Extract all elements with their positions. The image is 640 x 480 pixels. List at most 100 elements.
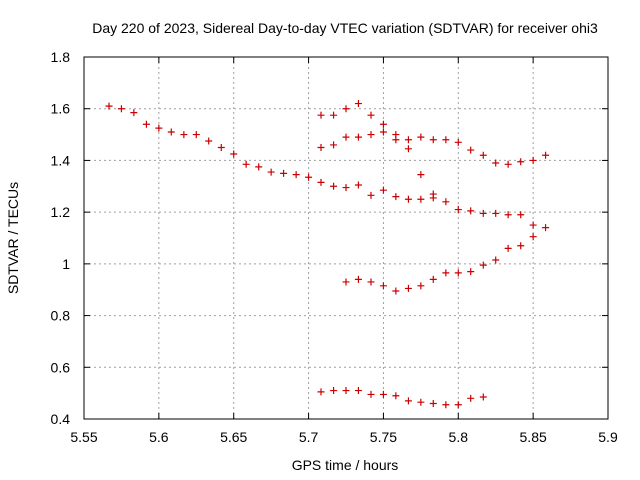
data-point <box>429 399 437 407</box>
y-tick-label: 0.6 <box>51 359 71 375</box>
data-point <box>342 184 350 192</box>
y-tick-label: 1.4 <box>51 152 71 168</box>
x-axis-label: GPS time / hours <box>292 457 399 473</box>
data-point <box>354 133 362 141</box>
data-point <box>479 393 487 401</box>
x-tick-label: 5.75 <box>370 429 397 445</box>
data-point <box>317 144 325 151</box>
data-point <box>417 398 425 406</box>
data-point <box>404 284 412 292</box>
y-tick-label: 1.6 <box>51 101 71 117</box>
data-point <box>242 160 250 168</box>
data-point <box>255 163 263 171</box>
data-point <box>379 390 387 398</box>
data-point <box>342 278 350 286</box>
plot-frame <box>83 56 609 420</box>
data-point <box>280 169 288 177</box>
data-point <box>504 160 512 168</box>
data-point <box>479 151 487 159</box>
y-axis-label: SDTVAR / TECUs <box>5 182 21 294</box>
data-point <box>167 128 175 136</box>
data-point <box>504 211 512 219</box>
data-point <box>517 211 525 219</box>
data-point <box>342 105 350 113</box>
data-point <box>404 397 412 405</box>
data-points <box>105 100 550 409</box>
data-point <box>429 275 437 283</box>
x-tick-label: 5.55 <box>70 429 97 445</box>
y-axis-ticks: 0.4 0.6 0.8 1 1.2 1.4 1.6 1.8 <box>51 49 608 427</box>
data-point <box>392 392 400 400</box>
data-point <box>467 146 475 154</box>
data-point <box>142 120 150 128</box>
x-tick-label: 5.85 <box>520 429 547 445</box>
data-point <box>317 388 325 396</box>
data-point <box>342 133 350 141</box>
data-point <box>379 282 387 290</box>
y-tick-label: 1.8 <box>51 49 71 65</box>
data-point <box>454 401 462 409</box>
x-tick-label: 5.8 <box>449 429 469 445</box>
data-point <box>155 124 163 132</box>
data-point <box>330 111 338 119</box>
y-tick-label: 1.2 <box>51 204 71 220</box>
data-point <box>230 150 238 158</box>
data-point <box>492 256 500 264</box>
data-point <box>354 181 362 189</box>
data-point <box>367 131 375 139</box>
data-point <box>305 173 313 181</box>
data-point <box>317 178 325 186</box>
data-point <box>442 401 450 409</box>
data-point <box>217 144 225 151</box>
series-E <box>317 387 487 409</box>
series-A <box>105 102 550 232</box>
x-tick-label: 5.6 <box>149 429 169 445</box>
data-point <box>467 268 475 276</box>
data-point <box>454 138 462 146</box>
data-point <box>330 182 338 190</box>
series-D <box>342 233 537 295</box>
data-point <box>367 191 375 199</box>
data-point <box>392 193 400 201</box>
data-point <box>117 105 125 113</box>
series-C <box>317 128 437 198</box>
x-axis-ticks: 5.55 5.6 5.65 5.7 5.75 5.8 5.85 5.9 <box>70 57 618 445</box>
data-point <box>330 141 338 149</box>
data-point <box>330 387 338 395</box>
data-point <box>492 209 500 217</box>
data-point <box>517 242 525 250</box>
data-point <box>467 207 475 215</box>
data-point <box>417 282 425 290</box>
data-point <box>180 131 188 139</box>
data-point <box>367 390 375 398</box>
data-point <box>442 269 450 277</box>
data-point <box>467 394 475 402</box>
data-point <box>542 151 550 159</box>
data-point <box>454 269 462 277</box>
data-point <box>529 233 537 241</box>
x-tick-label: 5.65 <box>220 429 247 445</box>
x-tick-label: 5.9 <box>598 429 618 445</box>
series-B <box>317 100 550 168</box>
data-point <box>417 133 425 141</box>
data-point <box>379 186 387 194</box>
data-point <box>404 145 412 153</box>
data-point <box>442 136 450 144</box>
data-point <box>429 190 437 198</box>
data-point <box>205 137 213 145</box>
data-point <box>342 387 350 395</box>
data-point <box>367 111 375 119</box>
x-tick-label: 5.7 <box>299 429 319 445</box>
data-point <box>267 168 275 176</box>
data-point <box>479 261 487 269</box>
data-point <box>379 120 387 128</box>
data-point <box>404 136 412 144</box>
data-point <box>392 287 400 295</box>
data-point <box>454 206 462 214</box>
data-point <box>404 195 412 203</box>
data-point <box>367 278 375 286</box>
data-point <box>429 136 437 144</box>
y-tick-label: 0.4 <box>51 411 71 427</box>
